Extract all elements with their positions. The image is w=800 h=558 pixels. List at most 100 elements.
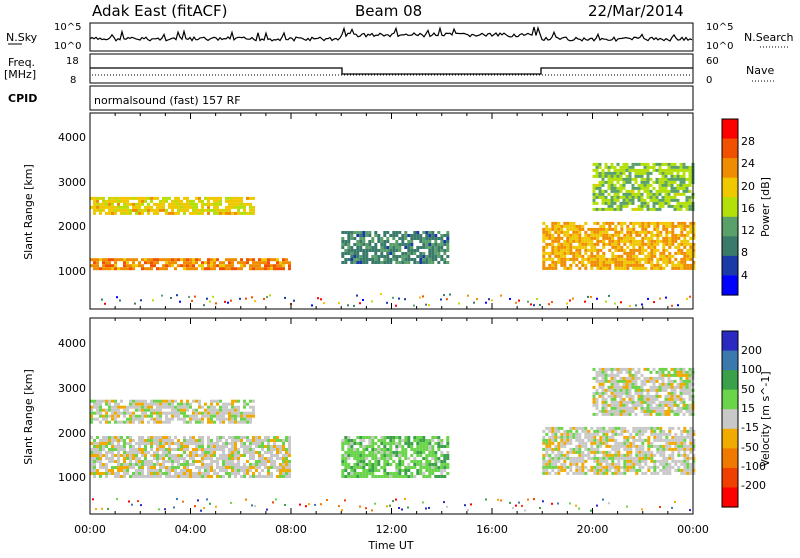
heatmap-cell xyxy=(632,435,636,439)
heatmap-cell xyxy=(234,448,237,451)
heatmap-cell xyxy=(658,370,662,374)
heatmap-cell xyxy=(267,267,270,271)
heatmap-cell xyxy=(168,202,171,206)
heatmap-cell xyxy=(240,199,243,203)
heatmap-cell xyxy=(637,388,641,392)
heatmap-cell xyxy=(374,457,378,460)
heatmap-cell xyxy=(276,469,279,472)
heatmap-cell xyxy=(658,177,662,181)
heatmap-cell xyxy=(614,233,618,237)
heatmap-cell xyxy=(634,195,638,199)
heatmap-cell xyxy=(596,230,600,234)
heatmap-cell xyxy=(129,402,132,406)
heatmap-cell xyxy=(353,475,357,478)
heatmap-cell xyxy=(611,438,615,442)
scatter-cell xyxy=(209,300,211,303)
heatmap-cell xyxy=(350,469,354,472)
heatmap-cell xyxy=(545,468,549,472)
heatmap-cell xyxy=(592,192,596,196)
heatmap-cell xyxy=(105,454,108,457)
heatmap-cell xyxy=(572,245,576,249)
heatmap-cell xyxy=(419,246,423,249)
heatmap-cell xyxy=(607,177,611,181)
heatmap-cell xyxy=(665,462,669,466)
heatmap-cell xyxy=(659,266,663,270)
heatmap-cell xyxy=(135,451,138,454)
heatmap-cell xyxy=(288,442,291,445)
power-ytick-4000: 4000 xyxy=(58,131,86,144)
heatmap-cell xyxy=(368,240,372,243)
scatter-cell xyxy=(371,300,373,303)
heatmap-cell xyxy=(626,465,630,469)
heatmap-cell xyxy=(592,376,596,380)
heatmap-cell xyxy=(542,456,546,460)
heatmap-cell xyxy=(135,408,138,412)
heatmap-cell xyxy=(605,221,609,225)
heatmap-cell xyxy=(446,463,450,466)
heatmap-cell xyxy=(383,258,387,261)
heatmap-cell xyxy=(437,457,441,460)
scatter-cell xyxy=(485,301,487,304)
heatmap-cell xyxy=(183,442,186,445)
heatmap-cell xyxy=(625,198,629,202)
heatmap-cell xyxy=(551,435,555,439)
heatmap-cell xyxy=(643,406,647,410)
heatmap-cell xyxy=(150,205,153,209)
heatmap-cell xyxy=(123,267,126,271)
heatmap-cell xyxy=(347,472,351,475)
scatter-cell xyxy=(590,509,592,512)
heatmap-cell xyxy=(668,251,672,255)
heatmap-cell xyxy=(628,198,632,202)
heatmap-cell xyxy=(174,469,177,472)
heatmap-cell xyxy=(410,445,414,448)
heatmap-cell xyxy=(350,237,354,240)
heatmap-cell xyxy=(180,205,183,209)
heatmap-cell xyxy=(569,459,573,463)
heatmap-cell xyxy=(569,242,573,246)
heatmap-cell xyxy=(129,208,132,212)
heatmap-cell xyxy=(180,402,183,406)
heatmap-cell xyxy=(383,246,387,249)
heatmap-cell xyxy=(686,429,690,433)
heatmap-cell xyxy=(593,450,597,454)
heatmap-cell xyxy=(598,186,602,190)
heatmap-cell xyxy=(138,205,141,209)
heatmap-cell xyxy=(689,230,693,234)
heatmap-cell xyxy=(386,448,390,451)
heatmap-cell xyxy=(614,450,618,454)
heatmap-cell xyxy=(192,411,195,415)
scatter-cell xyxy=(107,507,109,510)
heatmap-cell xyxy=(545,251,549,255)
scatter-cell xyxy=(527,300,529,303)
scatter-cell xyxy=(188,295,190,298)
heatmap-cell xyxy=(96,267,99,271)
scatter-cell xyxy=(251,504,253,507)
heatmap-cell xyxy=(273,258,276,262)
freq-trace xyxy=(90,67,693,75)
heatmap-cell xyxy=(159,436,162,439)
heatmap-cell xyxy=(689,248,693,252)
heatmap-cell xyxy=(599,465,603,469)
heatmap-cell xyxy=(683,233,687,237)
heatmap-cell xyxy=(673,370,677,374)
heatmap-cell xyxy=(572,224,576,228)
heatmap-cell xyxy=(554,444,558,448)
heatmap-cell xyxy=(192,211,195,215)
heatmap-cell xyxy=(144,405,147,409)
scatter-cell xyxy=(104,302,106,305)
heatmap-cell xyxy=(659,459,663,463)
heatmap-cell xyxy=(174,405,177,409)
heatmap-cell xyxy=(665,236,669,240)
heatmap-cell xyxy=(676,201,680,205)
heatmap-cell xyxy=(225,454,228,457)
scatter-cell xyxy=(626,505,628,508)
heatmap-cell xyxy=(622,409,626,413)
heatmap-cell xyxy=(111,199,114,203)
heatmap-cell xyxy=(144,408,147,412)
heatmap-cell xyxy=(626,441,630,445)
heatmap-cell xyxy=(105,258,108,262)
heatmap-cell xyxy=(90,442,93,445)
heatmap-cell xyxy=(595,400,599,404)
heatmap-cell xyxy=(350,448,354,451)
heatmap-cell xyxy=(665,221,669,225)
